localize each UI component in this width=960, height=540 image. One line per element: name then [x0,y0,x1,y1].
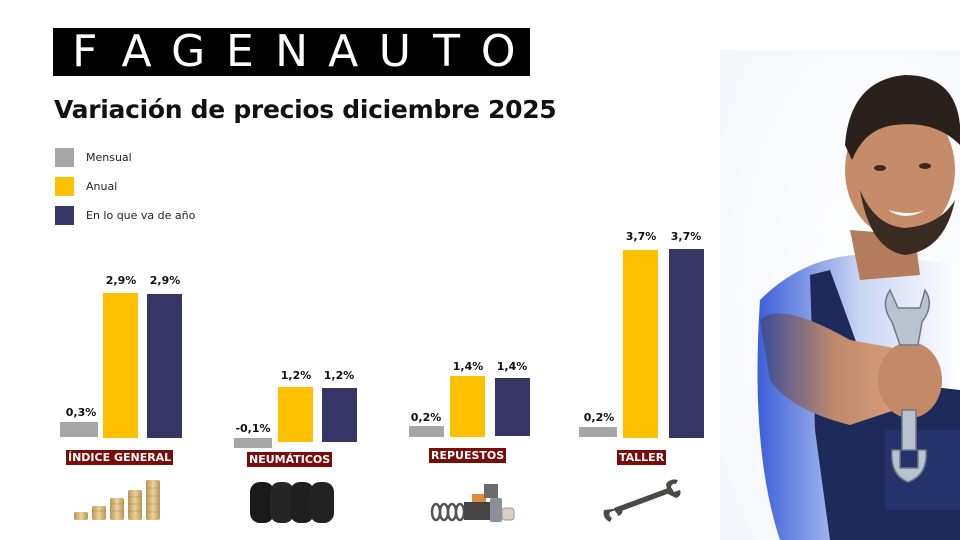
value-label-mensual: 0,2% [410,411,442,424]
bar-anual [623,250,658,438]
logo-letter: A [328,26,359,77]
legend-label: En lo que va de año [86,209,196,222]
value-label-ytd: 1,2% [323,369,355,382]
logo-letter: U [378,26,411,77]
legend-swatch-anual [55,177,74,196]
wrench-icon [603,479,681,522]
bar-anual [103,293,138,438]
legend-swatch-ytd [55,206,74,225]
legend-item-mensual: Mensual [55,148,195,167]
category-label: REPUESTOS [429,448,507,463]
bar-mensual [60,422,98,437]
logo-letter: N [275,26,308,77]
tires-icon [250,482,334,523]
bar-anual [278,387,313,442]
logo-letter: G [171,26,206,77]
value-label-ytd: 1,4% [496,360,528,373]
legend-label: Mensual [86,151,132,164]
logo-letter: T [433,26,460,77]
legend-label: Anual [86,180,118,193]
logo-letter: E [225,26,254,77]
bar-ytd [322,388,357,442]
value-label-mensual: 0,2% [583,411,615,424]
logo-letter: A [121,26,152,77]
legend-swatch-mensual [55,148,74,167]
logo-letter: O [480,26,516,77]
legend-item-anual: Anual [55,177,195,196]
value-label-anual: 3,7% [625,230,657,243]
category-label: ÍNDICE GENERAL [66,450,174,465]
bar-mensual [579,427,617,437]
chart-title: Variación de precios diciembre 2025 [54,95,557,124]
bar-mensual [409,426,444,437]
logo-letter: F [72,26,98,77]
bar-ytd [495,378,530,436]
bar-ytd [147,294,182,438]
value-label-anual: 1,2% [280,369,312,382]
legend-item-ytd: En lo que va de año [55,206,195,225]
value-label-mensual: 0,3% [65,406,97,419]
value-label-ytd: 2,9% [149,274,181,287]
value-label-anual: 2,9% [105,274,137,287]
mechanic-photo [720,50,960,540]
auto-parts-icon [430,484,515,522]
fagenauto-logo: F A G E N A U T O [53,28,530,76]
category-label: TALLER [617,450,667,465]
value-label-mensual: -0,1% [235,422,271,435]
chart-legend: Mensual Anual En lo que va de año [55,148,195,235]
bar-mensual [234,438,272,448]
coin-stacks-icon [74,480,160,520]
category-label: NEUMÁTICOS [247,452,333,467]
value-label-anual: 1,4% [452,360,484,373]
bar-anual [450,376,485,437]
bar-ytd [669,249,704,438]
value-label-ytd: 3,7% [670,230,702,243]
